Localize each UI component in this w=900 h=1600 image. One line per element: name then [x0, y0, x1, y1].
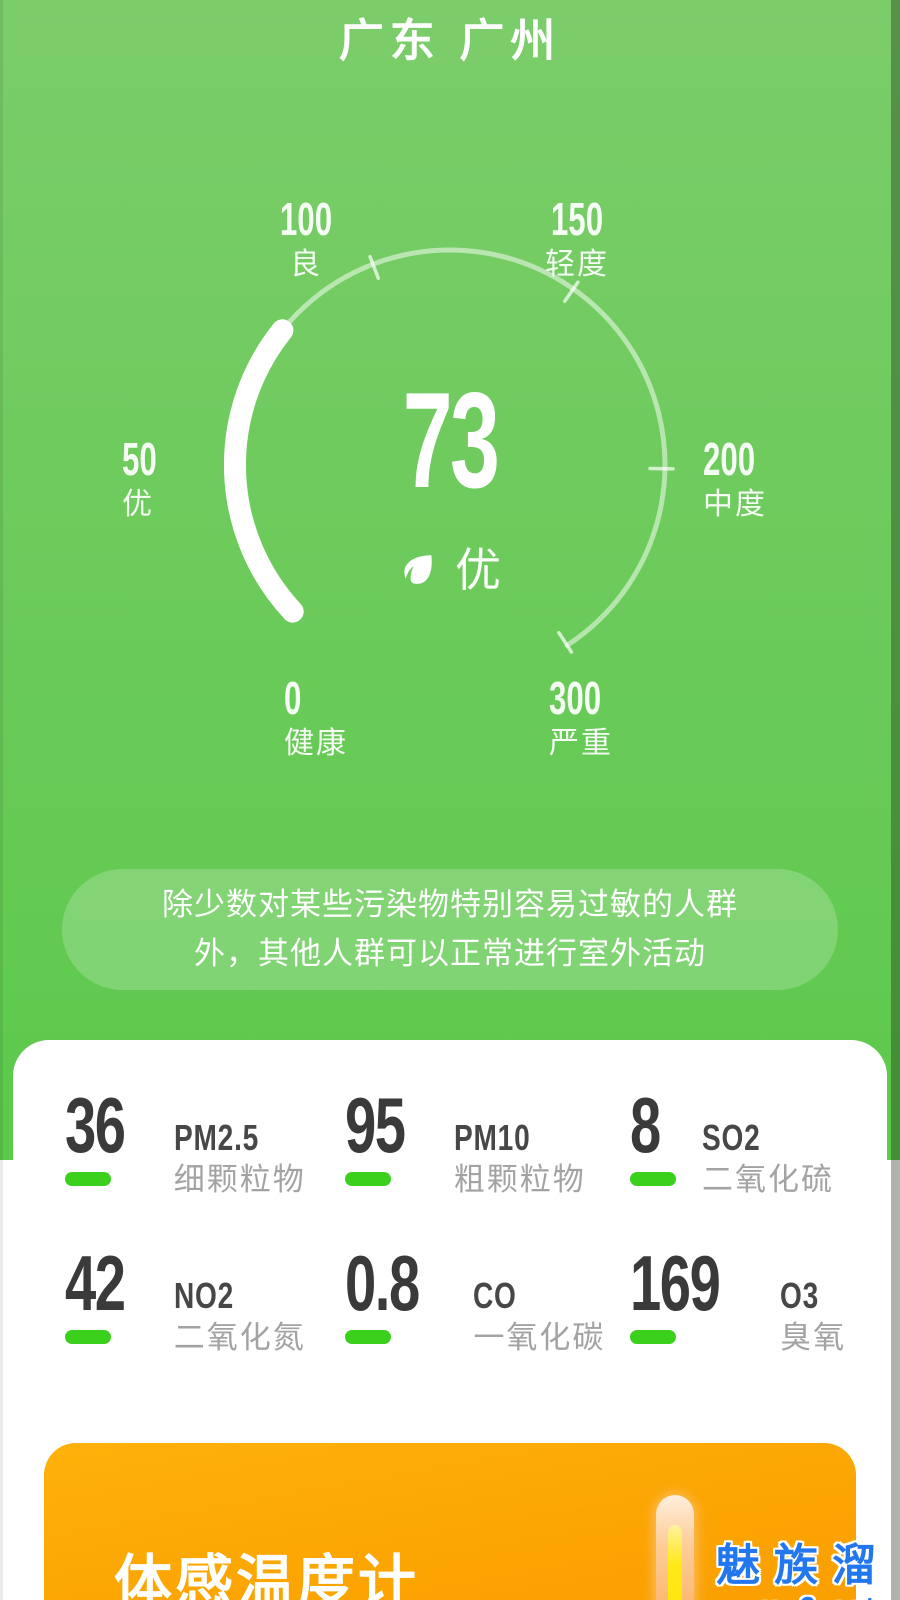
- gauge-tick-100: [368, 254, 381, 280]
- scale-label-200: 200 中度: [703, 433, 767, 521]
- watermark-site-name: 魅族溜: [716, 1541, 890, 1590]
- advisory-line-2: 外，其他人群可以正常进行室外活动: [194, 935, 706, 971]
- aqi-value: 73: [402, 364, 500, 516]
- aqi-gauge: [0, 0, 900, 820]
- scale-label-50: 50 优: [122, 433, 157, 521]
- pollutant-level-dash: [65, 1172, 111, 1187]
- screen-right-edge: [891, 0, 900, 1600]
- aqi-status-row: 优: [0, 534, 900, 600]
- body-temperature-title: 体感温度计: [114, 1550, 420, 1600]
- pollutant-pm10: 95 PM10 粗颗粒物: [345, 1081, 586, 1197]
- pollutant-level-dash: [630, 1330, 676, 1345]
- watermark-site-url: www.mz6.net: [670, 1592, 876, 1600]
- thermometer-mercury: [668, 1525, 682, 1600]
- advisory-line-1: 除少数对某些污染物特别容易过敏的人群: [162, 886, 738, 922]
- pollutant-level-dash: [65, 1330, 111, 1345]
- scale-label-150: 150 轻度: [545, 193, 609, 281]
- scale-label-300: 300 严重: [549, 672, 613, 760]
- thermometer-icon: [656, 1495, 694, 1600]
- pollutant-level-dash: [630, 1172, 676, 1187]
- pollutant-level-dash: [345, 1172, 391, 1187]
- watermark: 魅族溜 www.mz6.net: [670, 1544, 876, 1600]
- pollutant-no2: 42 NO2 二氧化氮: [65, 1239, 306, 1355]
- green-background: [0, 0, 900, 1160]
- scale-label-100: 100 良: [279, 193, 333, 281]
- location-title[interactable]: 广东 广州: [338, 15, 562, 66]
- pollutant-o3: 169 O3 臭氧: [630, 1239, 847, 1355]
- pollutant-level-dash: [345, 1330, 391, 1345]
- leaf-icon: [404, 555, 432, 584]
- pollutant-co: 0.8 CO 一氧化碳: [345, 1239, 606, 1355]
- scale-label-0: 0 健康: [284, 672, 348, 760]
- pollutant-pm25: 36 PM2.5 细颗粒物: [65, 1081, 306, 1197]
- gauge-progress-arc: [224, 319, 304, 623]
- pollutant-so2: 8 SO2 二氧化硫: [630, 1081, 834, 1197]
- aqi-status-label: 优: [455, 544, 501, 596]
- gauge-tick-150: [562, 280, 580, 303]
- health-advisory-pill: 除少数对某些污染物特别容易过敏的人群 外，其他人群可以正常进行室外活动: [62, 869, 838, 990]
- screen-left-edge: [0, 0, 3, 1600]
- body-temperature-card[interactable]: 体感温度计: [44, 1443, 856, 1600]
- gauge-tick-300: [557, 630, 574, 654]
